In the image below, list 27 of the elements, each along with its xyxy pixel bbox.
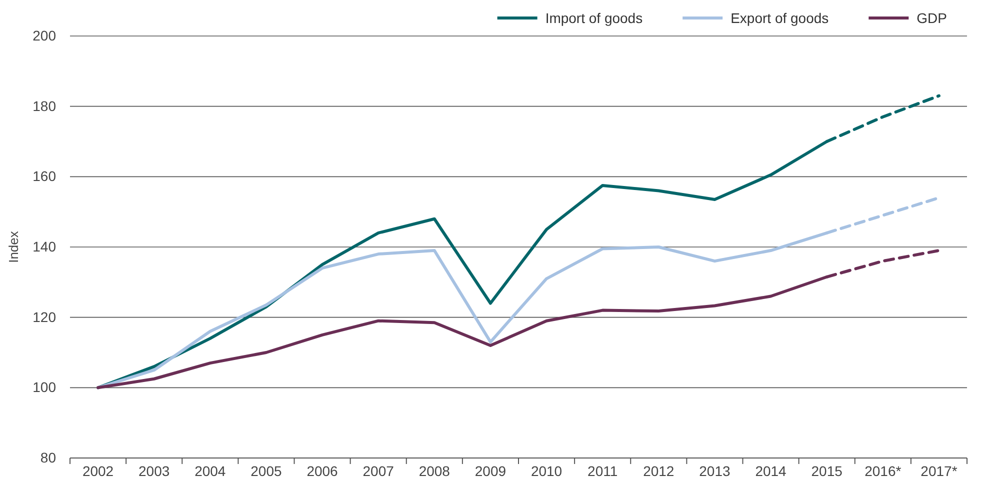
legend-label: GDP: [916, 10, 947, 26]
x-tick-label: 2011: [588, 462, 618, 479]
x-tick-label: 2015: [811, 462, 843, 479]
x-tick-label: 2004: [194, 462, 226, 479]
legend-label: Import of goods: [545, 10, 643, 26]
x-tick-label: 2002: [82, 462, 114, 479]
x-tick-label: 2017*: [920, 462, 958, 479]
x-tick-label: 2003: [138, 462, 170, 479]
x-tick-label: 2013: [699, 462, 730, 479]
x-tick-label: 2012: [643, 462, 674, 479]
x-tick-label: 2007: [362, 462, 394, 479]
x-tick-label: 2005: [250, 462, 282, 479]
x-tick-label: 2009: [474, 462, 506, 479]
y-axis-title: Index: [6, 230, 21, 263]
x-tick-label: 2010: [530, 462, 562, 479]
y-tick-label: 120: [32, 308, 56, 325]
y-tick-label: 140: [32, 238, 56, 254]
y-tick-label: 200: [32, 27, 56, 44]
y-tick-label: 160: [32, 168, 56, 184]
x-tick-label: 2008: [418, 462, 450, 479]
x-tick-label: 2016*: [864, 462, 902, 479]
y-tick-label: 180: [32, 98, 56, 114]
y-tick-label: 80: [40, 449, 56, 466]
x-tick-label: 2006: [306, 462, 338, 479]
y-tick-label: 100: [32, 379, 56, 396]
legend-label: Export of goods: [730, 10, 829, 26]
x-tick-label: 2014: [755, 462, 787, 479]
